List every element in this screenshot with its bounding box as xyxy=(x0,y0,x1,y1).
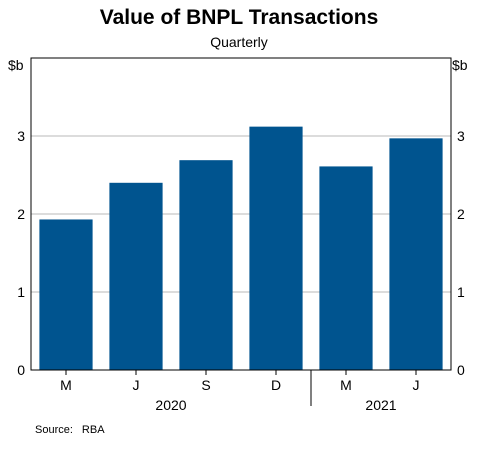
x-tick-label: S xyxy=(201,377,210,393)
y-tick-label-right: 1 xyxy=(457,284,465,300)
bar xyxy=(249,126,303,370)
chart-subtitle: Quarterly xyxy=(210,34,268,50)
bar xyxy=(389,138,443,370)
x-tick-label: J xyxy=(133,377,140,393)
chart-title: Value of BNPL Transactions xyxy=(99,6,379,29)
bar xyxy=(39,219,93,370)
x-tick-label: M xyxy=(340,377,352,393)
year-label: 2020 xyxy=(155,397,186,413)
y-axis-unit-left: $b xyxy=(8,57,24,73)
y-tick-label-left: 2 xyxy=(17,206,25,222)
year-label: 2021 xyxy=(365,397,396,413)
y-axis-unit-right: $b xyxy=(452,57,468,73)
bar-chart: 0 0 1 1 2 2 3 3 M J S D M J 2020 2021 $b $b xyxy=(8,57,468,413)
x-tick-label: J xyxy=(413,377,420,393)
y-tick-label-left: 0 xyxy=(17,362,25,378)
y-tick-label-left: 3 xyxy=(17,128,25,144)
x-tick-label: M xyxy=(60,377,72,393)
source-label: Source: xyxy=(35,424,73,436)
y-tick-label-right: 3 xyxy=(457,128,465,144)
x-tick-label: D xyxy=(271,377,281,393)
source-note: Source: RBA xyxy=(35,424,105,436)
axis-labels: 0 0 1 1 2 2 3 3 M J S D M J 2020 2021 xyxy=(17,128,465,413)
y-tick-label-right: 0 xyxy=(457,362,465,378)
axis-ticks xyxy=(65,370,417,406)
source-value: RBA xyxy=(81,424,105,436)
bar xyxy=(109,182,163,370)
y-tick-label-right: 2 xyxy=(457,206,465,222)
y-tick-label-left: 1 xyxy=(17,284,25,300)
plot-frame xyxy=(30,57,452,371)
bars xyxy=(39,126,443,370)
bar xyxy=(179,160,233,370)
bar xyxy=(319,166,373,370)
gridlines xyxy=(31,135,451,293)
